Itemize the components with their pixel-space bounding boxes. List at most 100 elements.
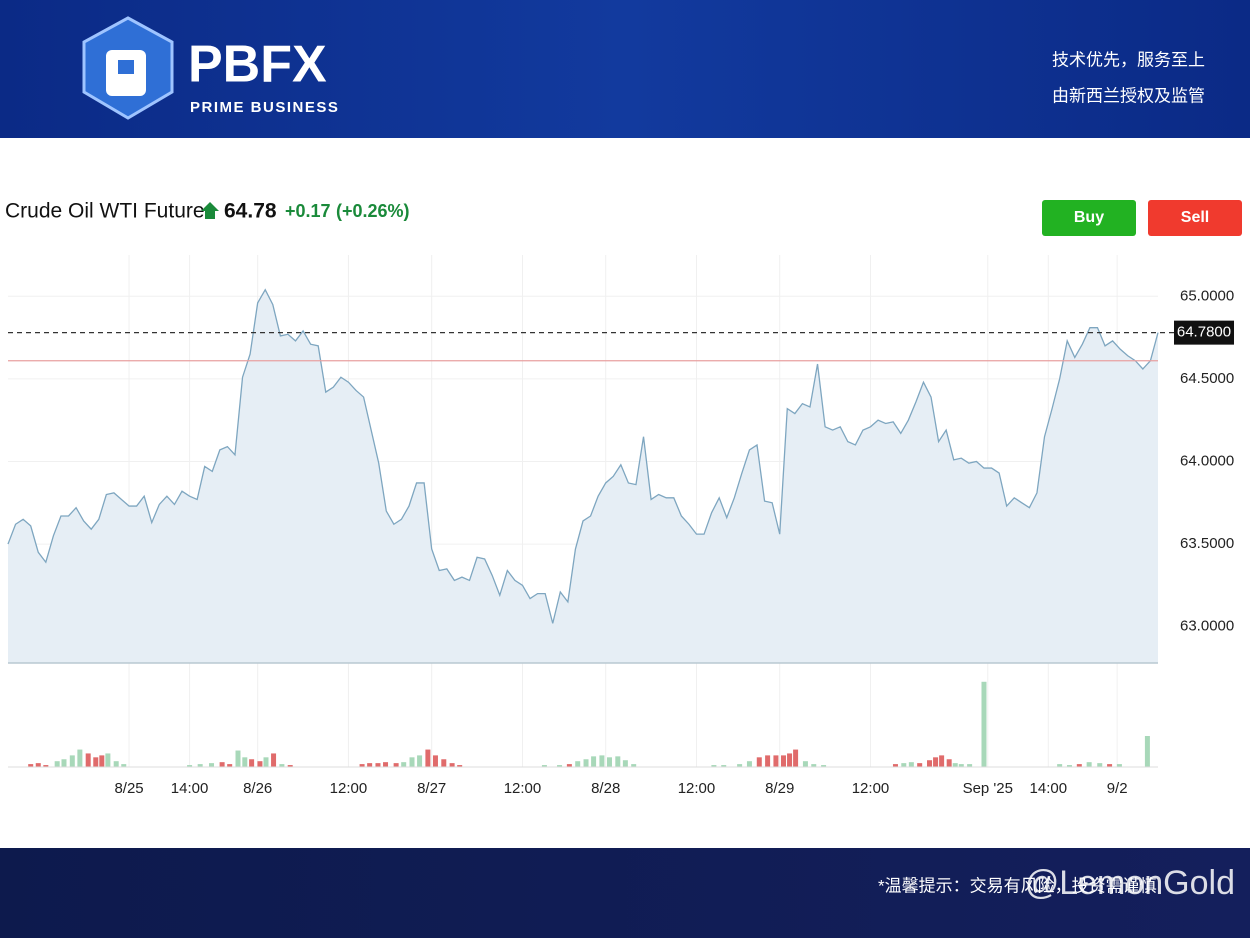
volume-bar bbox=[54, 761, 60, 767]
volume-bar bbox=[235, 750, 241, 767]
volume-bar bbox=[383, 762, 389, 767]
x-tick-label: 12:00 bbox=[852, 780, 890, 797]
volume-bar bbox=[249, 759, 255, 767]
volume-bar bbox=[219, 762, 225, 767]
volume-bar bbox=[622, 760, 628, 767]
slogan: 由新西兰授权及监管 bbox=[1052, 86, 1205, 105]
y-tick-label: 65.0000 bbox=[1180, 287, 1234, 304]
volume-bar bbox=[227, 764, 233, 767]
volume-bar bbox=[409, 757, 415, 767]
volume-bar bbox=[756, 757, 762, 767]
volume-bar bbox=[417, 755, 423, 767]
volume-bar bbox=[1097, 763, 1103, 767]
volume-bar bbox=[1116, 764, 1122, 767]
buy-button[interactable] bbox=[1042, 200, 1136, 236]
volume-bar bbox=[1066, 765, 1072, 767]
volume-bar bbox=[541, 765, 547, 767]
price: 64.78 bbox=[224, 200, 277, 223]
volume-bar bbox=[952, 763, 958, 767]
volume-bar bbox=[367, 763, 373, 767]
volume-bar bbox=[711, 765, 717, 767]
x-tick-label: 12:00 bbox=[678, 780, 716, 797]
y-tick-label: 64.0000 bbox=[1180, 452, 1234, 469]
volume-bar bbox=[121, 764, 127, 767]
volume-bar bbox=[793, 749, 799, 767]
volume-bar bbox=[927, 760, 933, 767]
volume-bar bbox=[432, 755, 438, 767]
volume-bar bbox=[457, 765, 463, 767]
volume-bar bbox=[197, 764, 203, 767]
volume-bar bbox=[802, 761, 808, 767]
volume-bar bbox=[28, 764, 34, 767]
volume-bar bbox=[401, 762, 407, 767]
x-tick-label: 9/2 bbox=[1107, 780, 1128, 797]
x-tick-label: 14:00 bbox=[1030, 780, 1068, 797]
area-fill bbox=[8, 289, 1158, 663]
volume-bar bbox=[99, 755, 105, 767]
sell-button[interactable] bbox=[1148, 200, 1242, 236]
volume-bar bbox=[811, 764, 817, 767]
x-tick-label: 12:00 bbox=[504, 780, 542, 797]
last-price-label: 64.7800 bbox=[1177, 324, 1231, 341]
volume-bar bbox=[737, 764, 743, 767]
x-tick-label: 8/29 bbox=[765, 780, 794, 797]
volume-bar bbox=[375, 763, 381, 767]
volume-bar bbox=[35, 763, 41, 767]
buy-label[interactable]: Buy bbox=[1074, 209, 1104, 226]
x-tick-label: 12:00 bbox=[330, 780, 368, 797]
volume-bar bbox=[780, 755, 786, 767]
volume-bar bbox=[77, 749, 83, 767]
volume-bar bbox=[242, 757, 248, 767]
volume-bar bbox=[1107, 764, 1113, 767]
volume-bar bbox=[425, 749, 431, 767]
sell-label[interactable]: Sell bbox=[1181, 209, 1209, 226]
volume-bar bbox=[787, 753, 793, 767]
volume-bar bbox=[721, 765, 727, 767]
volume-bar bbox=[43, 765, 49, 767]
volume-bar bbox=[449, 763, 455, 767]
volume-bar bbox=[746, 761, 752, 767]
volume-bar bbox=[765, 755, 771, 767]
volume-bar bbox=[821, 765, 827, 767]
volume-bar bbox=[393, 763, 399, 767]
up-arrow bbox=[201, 202, 219, 219]
logo-text: PBFX bbox=[188, 36, 327, 94]
volume-bar bbox=[566, 764, 572, 767]
instrument-title: Crude Oil WTI Futures bbox=[5, 200, 215, 223]
y-tick-label: 64.5000 bbox=[1180, 370, 1234, 387]
slogan: 技术优先，服务至上 bbox=[1052, 50, 1205, 69]
logo-tagline: PRIME BUSINESS bbox=[190, 99, 339, 116]
volume-bar bbox=[359, 764, 365, 767]
volume-bar bbox=[287, 765, 293, 767]
footer bbox=[0, 848, 1250, 938]
volume-bar bbox=[1144, 736, 1150, 767]
volume-bar bbox=[257, 761, 263, 767]
price-line bbox=[7, 288, 1159, 624]
volume-bar bbox=[583, 759, 589, 767]
volume-bar bbox=[263, 757, 269, 767]
volume-bar bbox=[591, 756, 597, 767]
x-tick-label: Sep '25 bbox=[963, 780, 1013, 797]
volume-bar bbox=[209, 763, 215, 767]
volume-bar bbox=[599, 755, 605, 767]
footer-notice: *温馨提示：交易有风险，投资需谨慎 bbox=[878, 876, 1157, 895]
x-tick-label: 8/25 bbox=[114, 780, 143, 797]
x-tick-label: 8/27 bbox=[417, 780, 446, 797]
logo-icon-hole bbox=[118, 60, 134, 74]
volume-bar bbox=[958, 764, 964, 767]
volume-bar bbox=[933, 757, 939, 767]
volume-bar bbox=[1086, 762, 1092, 767]
volume-bar bbox=[69, 755, 75, 767]
y-tick-label: 63.5000 bbox=[1180, 535, 1234, 552]
change: +0.17 bbox=[285, 201, 331, 221]
y-tick-label: 63.0000 bbox=[1180, 618, 1234, 635]
volume-bar bbox=[901, 763, 907, 767]
volume-bar bbox=[61, 759, 67, 767]
volume-bar bbox=[105, 753, 111, 767]
volume-bar bbox=[557, 765, 563, 767]
volume-bar bbox=[1076, 764, 1082, 767]
volume-bar bbox=[187, 765, 193, 767]
volume-bar bbox=[917, 763, 923, 767]
volume-bar bbox=[606, 757, 612, 767]
